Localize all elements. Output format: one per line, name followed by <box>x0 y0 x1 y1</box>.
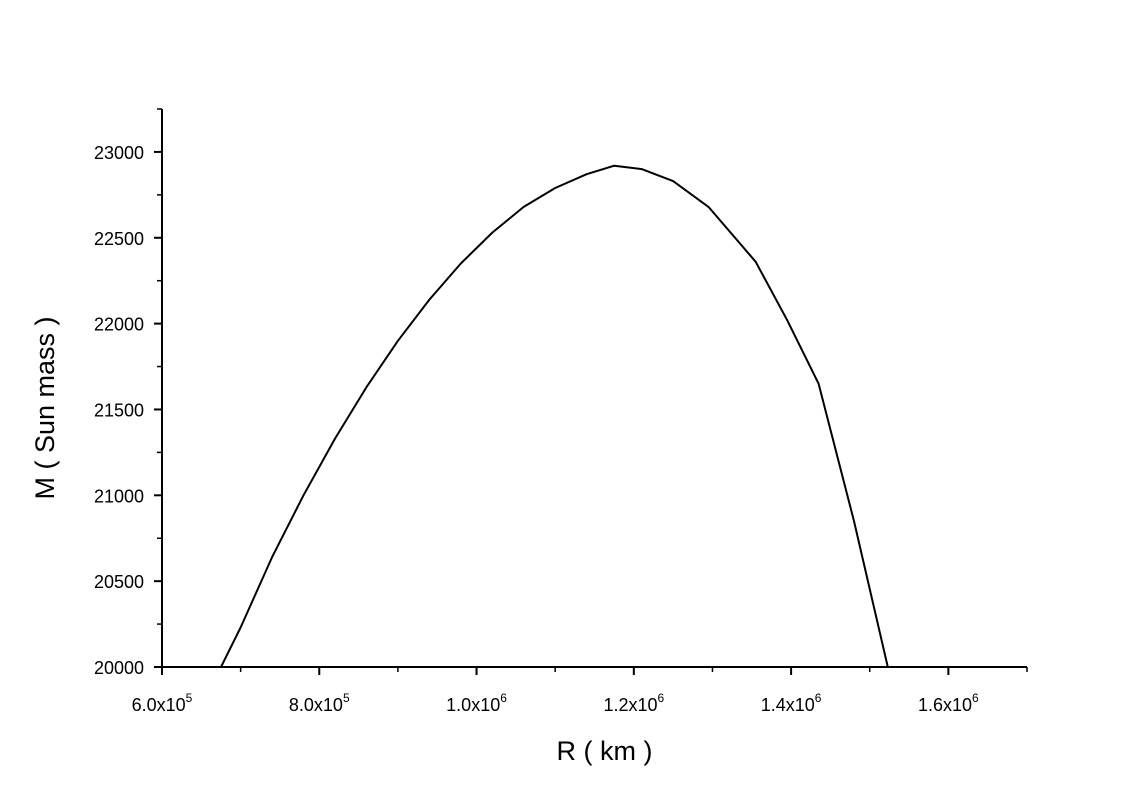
x-axis-title: R ( km ) <box>557 736 653 766</box>
x-tick-label: 1.6x106 <box>918 691 979 715</box>
y-tick-label: 20000 <box>94 658 144 678</box>
axes <box>161 109 1027 668</box>
y-tick-label: 23000 <box>94 143 144 163</box>
y-tick-label: 20500 <box>94 572 144 592</box>
y-axis-ticks: 20000 20500 21000 21500 22000 22500 23000 <box>94 108 162 678</box>
series-layer <box>220 164 889 668</box>
y-tick-label: 21500 <box>94 400 144 420</box>
series-line <box>220 164 889 668</box>
x-tick-label: 1.0x106 <box>446 691 507 715</box>
x-axis-ticks: 6.0x105 8.0x105 1.0x106 1.2x106 1.4x106 1.6x1… <box>132 667 1028 715</box>
y-tick-label: 22000 <box>94 315 144 335</box>
y-axis-title: M ( Sun mass ) <box>30 316 60 499</box>
x-tick-label: 1.4x106 <box>761 691 822 715</box>
y-tick-label: 21000 <box>94 486 144 506</box>
y-tick-label: 22500 <box>94 229 144 249</box>
x-tick-label: 8.0x105 <box>289 691 350 715</box>
x-tick-label: 6.0x105 <box>132 691 193 715</box>
x-tick-label: 1.2x106 <box>603 691 664 715</box>
